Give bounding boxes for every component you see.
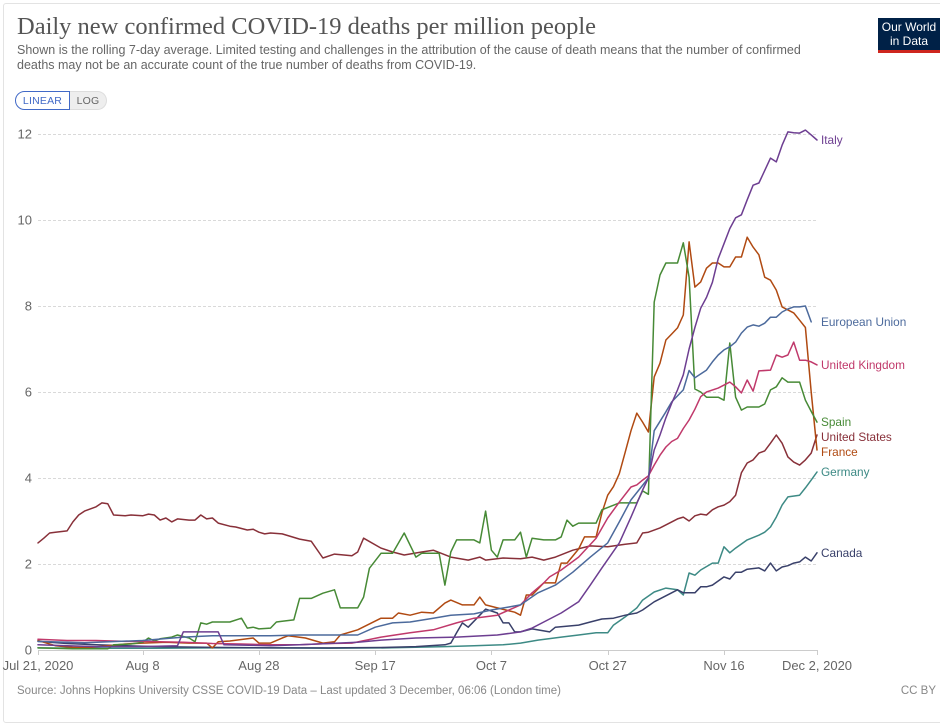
series-label-united-states[interactable]: United States xyxy=(821,430,892,444)
series-label-italy[interactable]: Italy xyxy=(821,133,843,147)
y-tick-label: 0 xyxy=(25,643,32,658)
series-label-european-union[interactable]: European Union xyxy=(821,315,906,329)
x-tick-label: Oct 7 xyxy=(476,658,507,673)
logo-line-2: in Data xyxy=(889,33,929,48)
owid-logo[interactable]: Our World in Data xyxy=(878,18,940,53)
series-line-united-states xyxy=(37,434,818,561)
y-tick-label: 12 xyxy=(18,127,32,142)
series-line-spain xyxy=(37,242,818,650)
series-line-european-union xyxy=(37,305,812,644)
series-label-united-kingdom[interactable]: United Kingdom xyxy=(821,358,905,372)
series-label-germany[interactable]: Germany xyxy=(821,465,870,479)
y-tick-label: 6 xyxy=(25,385,32,400)
log-scale-button[interactable]: LOG xyxy=(70,91,107,110)
x-tick-label: Oct 27 xyxy=(589,658,627,673)
x-axis: Jul 21, 2020 Aug 8 Aug 28 Sep 17 Oct 7 Oct 27… xyxy=(3,650,852,673)
scale-toggle: LINEAR LOG xyxy=(15,91,107,110)
x-tick-label: Aug 28 xyxy=(238,658,279,673)
logo-line-1: Our World xyxy=(881,20,937,34)
x-tick-label: Aug 8 xyxy=(126,658,160,673)
source-note[interactable]: Source: Johns Hopkins University CSSE CO… xyxy=(17,685,561,697)
x-tick-label: Jul 21, 2020 xyxy=(3,658,74,673)
series-line-germany xyxy=(37,471,818,650)
license-link[interactable]: CC BY xyxy=(900,685,936,697)
x-tick-label: Dec 2, 2020 xyxy=(782,658,852,673)
series-line-canada xyxy=(37,552,818,649)
line-chart: 0 2 4 6 8 10 12 Jul 21, 2020 Aug 8 Aug 28 Sep 17 Oc… xyxy=(3,127,907,674)
x-tick-label: Sep 17 xyxy=(355,658,396,673)
series-line-italy xyxy=(37,129,818,648)
chart-subtitle: Shown is the rolling 7-day average. Limi… xyxy=(17,43,801,72)
linear-scale-button[interactable]: LINEAR xyxy=(15,91,70,110)
y-tick-label: 4 xyxy=(25,471,32,486)
series-label-france[interactable]: France xyxy=(821,445,858,459)
y-tick-label: 8 xyxy=(25,299,32,314)
series-labels: Italy European Union United Kingdom SpainUn… xyxy=(821,133,906,560)
y-tick-label: 10 xyxy=(18,213,32,228)
series-label-spain[interactable]: Spain xyxy=(821,415,851,429)
chart-title: Daily new confirmed COVID-19 deaths per … xyxy=(17,13,597,40)
series-line-france xyxy=(37,236,818,649)
y-axis: 0 2 4 6 8 10 12 xyxy=(18,127,32,658)
series-label-canada[interactable]: Canada xyxy=(821,546,863,560)
y-tick-label: 2 xyxy=(25,557,32,572)
x-tick-label: Nov 16 xyxy=(703,658,744,673)
series-lines xyxy=(37,129,818,650)
